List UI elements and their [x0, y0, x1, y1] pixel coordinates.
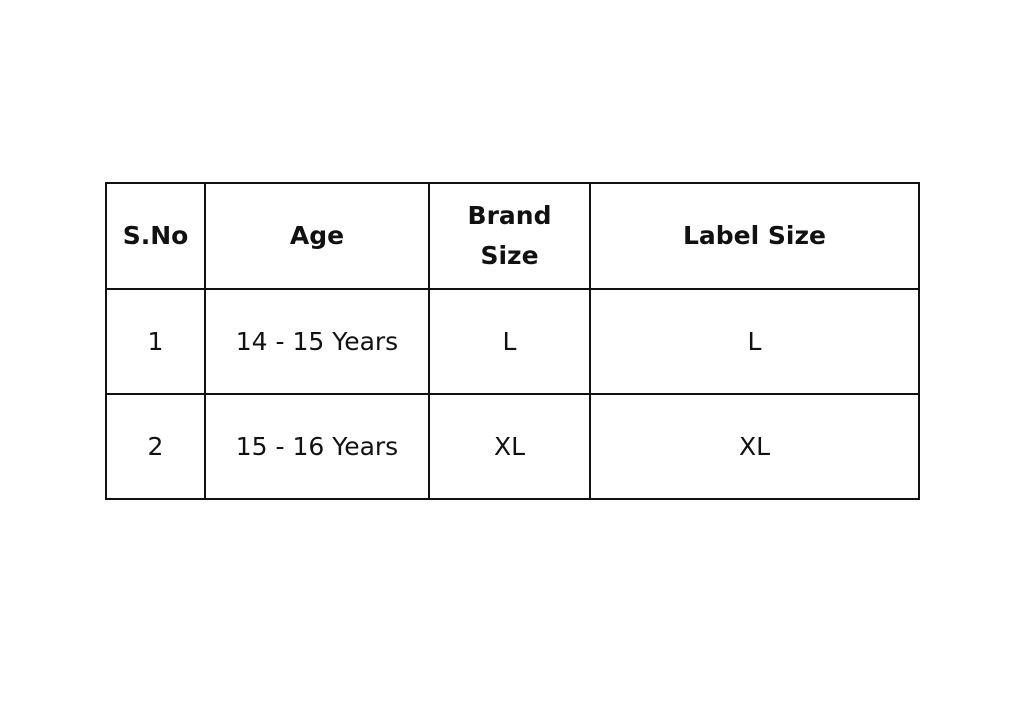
cell-age: 15 - 16 Years — [204, 393, 430, 500]
header-brand-size: Brand Size — [428, 182, 591, 290]
header-row: S.No Age Brand Size Label Size — [105, 182, 920, 290]
header-sno: S.No — [105, 182, 206, 290]
size-table: S.No Age Brand Size Label Size 1 14 - 15… — [105, 182, 920, 500]
header-label-size: Label Size — [589, 182, 920, 290]
cell-age: 14 - 15 Years — [204, 288, 430, 395]
cell-brand-size: L — [428, 288, 591, 395]
cell-brand-size: XL — [428, 393, 591, 500]
cell-sno: 2 — [105, 393, 206, 500]
cell-label-size: L — [589, 288, 920, 395]
table-row: 2 15 - 16 Years XL XL — [105, 393, 920, 500]
table-row: 1 14 - 15 Years L L — [105, 288, 920, 395]
cell-label-size: XL — [589, 393, 920, 500]
cell-sno: 1 — [105, 288, 206, 395]
header-age: Age — [204, 182, 430, 290]
